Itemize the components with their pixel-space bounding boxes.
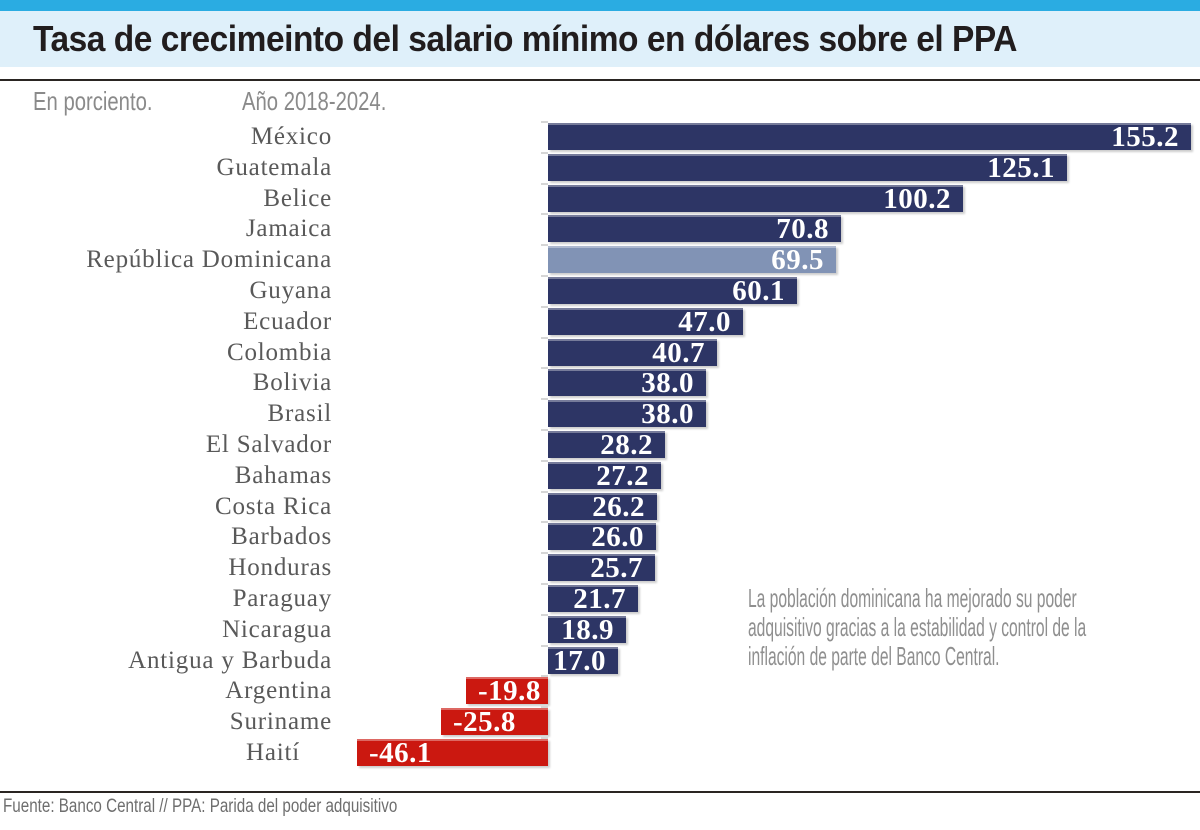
category-label: Guatemala: [216, 154, 332, 181]
category-label: Brasil: [267, 400, 332, 427]
value-label: 155.2: [1111, 121, 1179, 153]
tick-mark: [541, 460, 548, 462]
bar: 47.0: [548, 306, 743, 338]
bar: 38.0: [548, 367, 706, 399]
tick-mark: [541, 367, 548, 369]
bar: 25.7: [548, 552, 655, 584]
category-label: Argentina: [225, 677, 332, 704]
tick-mark: [541, 491, 548, 493]
tick-mark: [541, 244, 548, 246]
category-label: Guyana: [249, 277, 332, 304]
value-label: -25.8: [453, 706, 516, 738]
value-label: 100.2: [883, 183, 951, 215]
category-label: Antigua y Barbuda: [128, 647, 332, 674]
value-label: 47.0: [678, 306, 731, 338]
tick-mark: [541, 121, 548, 123]
tick-mark: [541, 645, 548, 647]
category-label: Belice: [263, 185, 332, 212]
bar: 21.7: [548, 583, 638, 615]
value-label: 21.7: [573, 583, 626, 615]
bar: 18.9: [548, 614, 626, 646]
value-label: 70.8: [776, 213, 829, 245]
bar: 40.7: [548, 337, 717, 369]
tick-mark: [541, 183, 548, 185]
value-label: 38.0: [641, 367, 694, 399]
value-label: 125.1: [987, 152, 1055, 184]
tick-mark: [541, 675, 548, 677]
tick-mark: [541, 429, 548, 431]
category-label: Barbados: [231, 523, 332, 550]
value-label: 27.2: [596, 460, 649, 492]
value-label: 18.9: [561, 614, 614, 646]
category-label: Paraguay: [232, 585, 332, 612]
value-label: 40.7: [652, 337, 705, 369]
bar: 125.1: [548, 152, 1067, 184]
source-note: Fuente: Banco Central // PPA: Parida del…: [3, 796, 398, 817]
bar: 38.0: [548, 398, 706, 430]
value-label: 25.7: [590, 552, 643, 584]
tick-mark: [541, 614, 548, 616]
category-label: Suriname: [229, 708, 332, 735]
category-label: Colombia: [226, 339, 332, 366]
tick-mark: [541, 275, 548, 277]
tick-mark: [541, 306, 548, 308]
category-label: Bolivia: [252, 369, 332, 396]
page-title: Tasa de crecimeinto del salario mínimo e…: [33, 18, 1017, 59]
tick-mark: [541, 552, 548, 554]
bar: 100.2: [548, 183, 963, 215]
category-label: México: [250, 123, 332, 150]
tick-mark: [541, 337, 548, 339]
value-label: -19.8: [478, 675, 541, 707]
bar: -19.8: [466, 675, 548, 707]
value-label: -46.1: [369, 737, 432, 769]
annotation-note: La población dominicana ha mejorado su p…: [748, 583, 1087, 671]
category-label: Costa Rica: [214, 493, 332, 520]
tick-mark: [541, 583, 548, 585]
accent-strip: [0, 0, 1200, 11]
value-label: 69.5: [771, 244, 824, 276]
category-label: Bahamas: [234, 462, 332, 489]
value-label: 28.2: [600, 429, 653, 461]
unit-label: En porciento.: [33, 86, 153, 116]
bar: -25.8: [441, 706, 548, 738]
category-label: Jamaica: [245, 215, 332, 242]
value-label: 26.2: [592, 491, 645, 523]
period-label: Año 2018-2024.: [242, 86, 387, 116]
bar: 28.2: [548, 429, 665, 461]
bar: 69.5: [548, 244, 836, 276]
tick-mark: [541, 521, 548, 523]
tick-mark: [541, 737, 548, 739]
bar: 155.2: [548, 121, 1191, 153]
tick-mark: [541, 152, 548, 154]
value-label: 17.0: [553, 645, 606, 677]
bar: 26.0: [548, 521, 656, 553]
bar: 60.1: [548, 275, 797, 307]
category-label: República Dominicana: [86, 246, 332, 273]
footer-rule: [0, 791, 1200, 793]
category-label: Ecuador: [243, 308, 332, 335]
category-label: Haití: [246, 739, 300, 766]
tick-mark: [541, 706, 548, 708]
category-label: El Salvador: [205, 431, 332, 458]
title-band: Tasa de crecimeinto del salario mínimo e…: [0, 11, 1200, 67]
tick-mark: [541, 213, 548, 215]
category-label: Honduras: [228, 554, 332, 581]
bar: 27.2: [548, 460, 661, 492]
header-rule: [0, 79, 1200, 81]
value-label: 38.0: [641, 398, 694, 430]
bar: 70.8: [548, 213, 841, 245]
value-label: 26.0: [591, 521, 644, 553]
bar: -46.1: [357, 737, 548, 769]
bar: 26.2: [548, 491, 657, 523]
tick-mark: [541, 398, 548, 400]
value-label: 60.1: [732, 275, 785, 307]
category-label: Nicaragua: [222, 616, 332, 643]
bar: 17.0: [548, 645, 618, 677]
